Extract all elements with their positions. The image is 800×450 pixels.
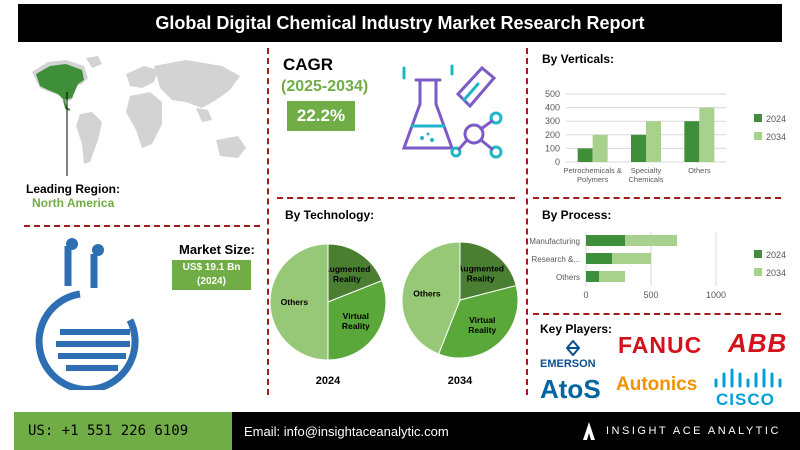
process-xtick: 1000 xyxy=(706,290,726,300)
technology-slice-label: Augmented xyxy=(457,263,504,273)
verticals-title: By Verticals: xyxy=(542,52,615,66)
process-category-label: Others xyxy=(556,273,580,282)
technology-pie-year: 2024 xyxy=(316,375,341,387)
verticals-category-label: Polymers xyxy=(577,175,609,184)
technology-pie-slice xyxy=(401,241,461,355)
cisco-bars-icon xyxy=(714,368,782,388)
technology-slice-label: Others xyxy=(281,297,309,307)
divider-right-h1 xyxy=(533,197,781,199)
process-title: By Process: xyxy=(542,208,612,222)
divider-right-h2 xyxy=(533,313,781,315)
footer-brand-text: INSIGHT ACE ANALYTIC xyxy=(606,425,781,437)
flask-logo-icon xyxy=(35,238,139,390)
key-player-emerson: EMERSON xyxy=(540,358,596,370)
process-legend-label: 2024 xyxy=(766,250,786,260)
verticals-ytick: 500 xyxy=(545,89,560,99)
process-bar xyxy=(586,253,612,264)
verticals-category-label: Others xyxy=(688,166,711,175)
brand-logo-icon xyxy=(583,422,595,440)
verticals-bar xyxy=(577,148,593,162)
lab-flask-icon xyxy=(401,64,503,159)
verticals-ytick: 300 xyxy=(545,116,560,126)
technology-slice-label: Augmented xyxy=(324,264,371,274)
leading-region-label: Leading Region: xyxy=(26,182,120,196)
process-legend-swatch xyxy=(754,268,762,276)
verticals-bar xyxy=(646,121,661,162)
technology-pie-slice xyxy=(327,279,387,361)
process-xtick: 500 xyxy=(643,290,658,300)
verticals-legend-label: 2034 xyxy=(766,132,786,142)
cagr-value: 22.2% xyxy=(287,101,355,131)
divider-left xyxy=(267,48,269,395)
market-size-label: Market Size: xyxy=(179,242,255,257)
key-player-fanuc: FANUC xyxy=(618,332,703,358)
verticals-bar-chart: 0 100 200 300 400 500 Petrochemicals &Polymers… xyxy=(545,89,786,184)
process-legend-swatch xyxy=(754,250,762,258)
technology-pie-slice xyxy=(327,243,383,303)
verticals-ytick: 0 xyxy=(555,157,560,167)
market-size-amount: US$ 19.1 Bn xyxy=(182,262,241,273)
market-size-value: US$ 19.1 Bn (2024) xyxy=(172,260,251,290)
divider-mid-h xyxy=(277,197,515,199)
footer-phone: US: +1 551 226 6109 xyxy=(14,412,232,450)
key-player-abb: ABB xyxy=(728,328,788,358)
verticals-bar xyxy=(631,134,646,162)
verticals-legend-label: 2024 xyxy=(766,114,786,124)
technology-pie-charts: AugmentedRealityVirtualRealityOthers2024… xyxy=(270,241,519,387)
process-bar xyxy=(625,235,677,246)
technology-slice-label: Reality xyxy=(468,325,496,335)
process-category-label: Research &... xyxy=(532,255,580,264)
technology-pie-year: 2034 xyxy=(448,375,473,387)
verticals-bar xyxy=(592,134,608,162)
footer-email: Email: info@insightaceanalytic.com xyxy=(232,412,566,450)
verticals-ytick: 100 xyxy=(545,143,560,153)
verticals-bar xyxy=(699,107,715,162)
world-map xyxy=(32,56,246,176)
verticals-bar xyxy=(684,121,700,162)
verticals-legend-swatch xyxy=(754,132,762,140)
cagr-label: CAGR xyxy=(283,55,334,74)
process-xtick: 0 xyxy=(583,290,588,300)
technology-slice-label: Others xyxy=(413,289,441,299)
technology-slice-label: Virtual xyxy=(343,311,369,321)
cagr-years: (2025-2034) xyxy=(281,78,369,95)
process-bar xyxy=(612,253,651,264)
divider-right xyxy=(526,48,528,395)
technology-slice-label: Virtual xyxy=(469,315,495,325)
verticals-legend-swatch xyxy=(754,114,762,122)
process-bar xyxy=(586,235,625,246)
technology-pie-slice xyxy=(437,284,519,359)
process-bar xyxy=(599,271,625,282)
divider-left-h xyxy=(24,225,260,227)
technology-pie-slice xyxy=(459,241,517,301)
process-legend-label: 2034 xyxy=(766,268,786,278)
key-player-atos: AtoS xyxy=(540,374,601,404)
verticals-category-label: Chemicals xyxy=(628,175,663,184)
process-category-label: Manufacturing xyxy=(530,237,580,246)
emerson-icon xyxy=(566,340,580,356)
page-title: Global Digital Chemical Industry Market … xyxy=(18,4,782,42)
technology-slice-label: Reality xyxy=(342,321,370,331)
market-size-year: (2024) xyxy=(197,276,226,287)
technology-slice-label: Reality xyxy=(467,273,495,283)
process-bar-chart: 0 500 1000 Manufacturing Research &... Others… xyxy=(530,232,786,300)
verticals-category-label: Specialty xyxy=(631,166,662,175)
key-players-title: Key Players: xyxy=(540,322,613,336)
verticals-ytick: 200 xyxy=(545,130,560,140)
key-player-autonics: Autonics xyxy=(616,374,698,395)
technology-pie-slice xyxy=(270,243,329,361)
key-player-cisco: CISCO xyxy=(716,390,775,409)
verticals-category-label: Petrochemicals & xyxy=(563,166,621,175)
footer-brand: INSIGHT ACE ANALYTIC xyxy=(566,412,800,450)
technology-slice-label: Reality xyxy=(333,274,361,284)
technology-title: By Technology: xyxy=(285,208,375,222)
verticals-ytick: 400 xyxy=(545,103,560,113)
process-bar xyxy=(586,271,599,282)
leading-region-value: North America xyxy=(32,196,115,210)
